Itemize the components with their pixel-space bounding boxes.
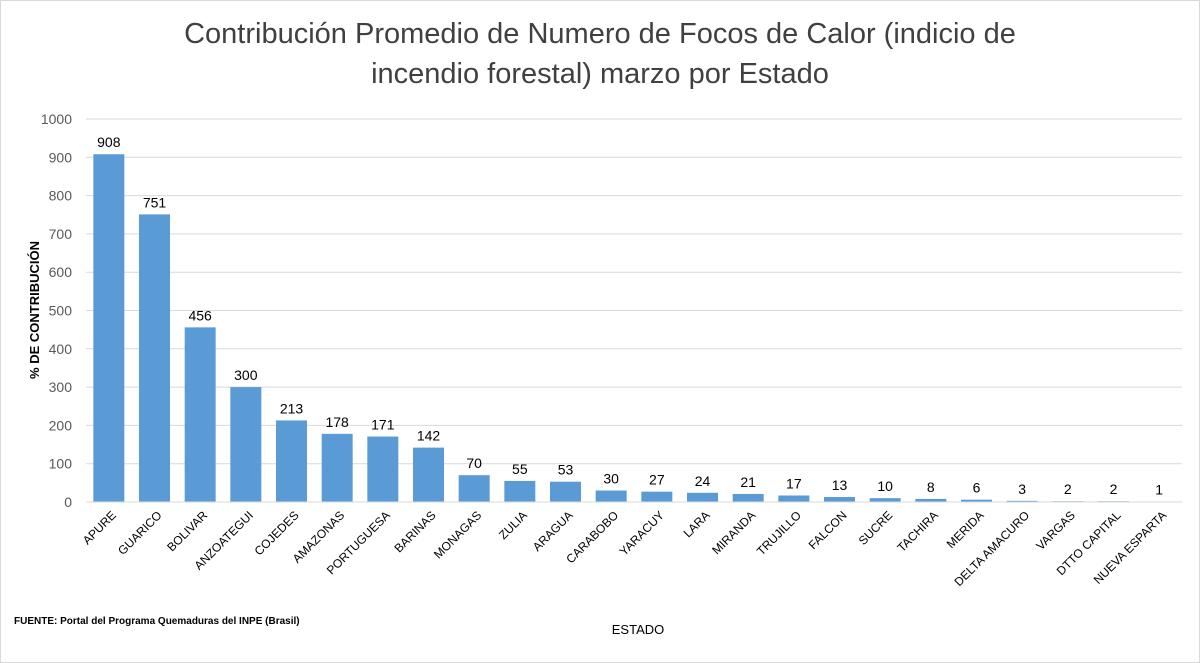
data-label: 751 xyxy=(143,194,167,210)
bar xyxy=(139,214,170,502)
bars xyxy=(93,154,1175,503)
data-label: 17 xyxy=(786,475,802,491)
data-label: 2 xyxy=(1110,481,1118,497)
bar xyxy=(367,436,399,502)
data-label: 70 xyxy=(466,455,482,471)
bar xyxy=(687,492,718,502)
bar xyxy=(641,491,673,502)
x-tick-label: MERIDA xyxy=(944,508,987,551)
data-label: 8 xyxy=(927,479,935,495)
data-label: 10 xyxy=(877,478,893,494)
bar xyxy=(550,481,581,502)
data-label: 178 xyxy=(325,414,349,430)
y-tick-label: 600 xyxy=(49,264,73,280)
x-tick-label: APURE xyxy=(80,508,119,547)
y-tick-label: 900 xyxy=(49,149,73,165)
x-tick-label: TACHIRA xyxy=(894,508,941,555)
bar xyxy=(93,154,125,502)
y-tick-label: 700 xyxy=(49,226,73,242)
bar xyxy=(413,447,444,502)
data-label: 6 xyxy=(973,480,981,496)
data-label: 3 xyxy=(1018,481,1026,497)
y-tick-label: 100 xyxy=(49,456,73,472)
bar xyxy=(1006,500,1038,502)
data-label: 55 xyxy=(512,461,528,477)
bar xyxy=(778,495,810,502)
y-tick-label: 500 xyxy=(49,303,73,319)
x-tick-label: ARAGUA xyxy=(530,508,576,554)
bar xyxy=(321,433,353,502)
x-axis-title: ESTADO xyxy=(612,622,665,637)
data-label: 171 xyxy=(371,417,395,433)
bar xyxy=(230,387,262,502)
data-label: 53 xyxy=(558,462,574,478)
chart-title-line-2: incendio forestal) marzo por Estado xyxy=(371,58,829,90)
x-tick-label: MONAGAS xyxy=(431,508,484,561)
y-axis-title: % DE CONTRIBUCIÓN xyxy=(27,241,42,379)
x-tick-label: MIRANDA xyxy=(709,508,758,557)
x-tick-label: GUARICO xyxy=(115,508,165,558)
y-axis-ticks: 0 100 200 300 400 500 600 700 800 900 1000 xyxy=(41,111,72,510)
bar xyxy=(915,498,947,502)
source-note: FUENTE: Portal del Programa Quemaduras d… xyxy=(14,616,300,627)
bar xyxy=(961,499,992,502)
y-tick-label: 1000 xyxy=(41,111,72,127)
bar xyxy=(184,327,216,502)
bar xyxy=(276,420,307,502)
bar xyxy=(732,493,764,502)
bar xyxy=(458,475,490,502)
data-label: 21 xyxy=(740,474,756,490)
x-tick-label: BARINAS xyxy=(391,508,438,555)
y-tick-label: 800 xyxy=(49,188,73,204)
chart-title: Contribución Promedio de Numero de Focos… xyxy=(0,14,1200,94)
x-tick-label: VARGAS xyxy=(1033,508,1078,553)
data-label: 300 xyxy=(234,367,258,383)
chart-title-line-1: Contribución Promedio de Numero de Focos… xyxy=(184,18,1016,50)
x-tick-label: LARA xyxy=(681,508,713,540)
y-tick-label: 0 xyxy=(64,494,72,510)
gridlines xyxy=(86,118,1182,465)
x-tick-label: YARACUY xyxy=(617,508,667,558)
bar xyxy=(595,490,627,502)
data-label: 142 xyxy=(417,428,441,444)
x-tick-label: SUCRE xyxy=(856,508,896,548)
data-label: 1 xyxy=(1155,482,1163,498)
y-tick-label: 400 xyxy=(49,341,73,357)
bar xyxy=(504,480,536,502)
data-label: 2 xyxy=(1064,481,1072,497)
data-label: 24 xyxy=(695,473,711,489)
data-label: 13 xyxy=(832,477,848,493)
y-tick-label: 200 xyxy=(49,417,73,433)
x-tick-label: ZULIA xyxy=(496,508,530,542)
data-label: 30 xyxy=(603,471,619,487)
x-tick-label: TRUJILLO xyxy=(754,508,804,558)
data-label: 908 xyxy=(97,134,121,150)
data-label: 456 xyxy=(188,307,212,323)
x-tick-label: BOLIVAR xyxy=(164,508,210,554)
bar xyxy=(824,497,855,502)
bar xyxy=(869,498,901,502)
x-tick-label: FALCON xyxy=(806,508,850,552)
data-label: 27 xyxy=(649,472,665,488)
data-label: 213 xyxy=(280,400,304,416)
y-tick-label: 300 xyxy=(49,379,73,395)
